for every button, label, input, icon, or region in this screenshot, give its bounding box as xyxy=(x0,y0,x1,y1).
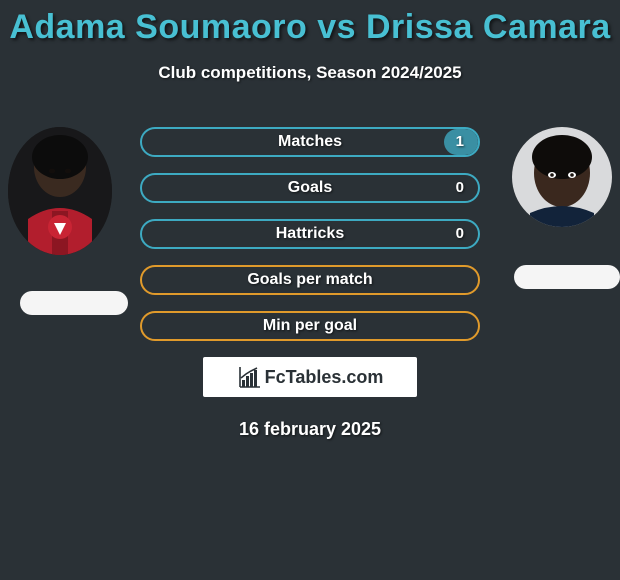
subtitle: Club competitions, Season 2024/2025 xyxy=(0,63,620,83)
stat-bar: Hattricks0 xyxy=(140,219,480,249)
stat-bar: Goals0 xyxy=(140,173,480,203)
stat-label: Goals per match xyxy=(142,267,478,293)
stat-value-right: 0 xyxy=(456,175,464,201)
comparison-panel: Matches1Goals0Hattricks0Goals per matchM… xyxy=(0,113,620,440)
stat-bar: Goals per match xyxy=(140,265,480,295)
date-label: 16 february 2025 xyxy=(0,419,620,440)
player-right-flag xyxy=(514,265,620,289)
page-title: Adama Soumaoro vs Drissa Camara xyxy=(0,0,620,47)
player-right-avatar xyxy=(512,127,612,227)
source-logo: FcTables.com xyxy=(203,357,417,397)
stat-bars: Matches1Goals0Hattricks0Goals per matchM… xyxy=(140,113,480,341)
stat-bar: Min per goal xyxy=(140,311,480,341)
stat-label: Min per goal xyxy=(142,313,478,339)
stat-value-right: 1 xyxy=(456,129,464,155)
stat-bar: Matches1 xyxy=(140,127,480,157)
player-left-flag xyxy=(20,291,128,315)
bar-chart-icon xyxy=(237,364,263,390)
logo-text: FcTables.com xyxy=(265,367,384,388)
stat-label: Matches xyxy=(142,129,478,155)
stat-value-right: 0 xyxy=(456,221,464,247)
stat-label: Goals xyxy=(142,175,478,201)
player-left-avatar xyxy=(8,127,112,255)
stat-label: Hattricks xyxy=(142,221,478,247)
